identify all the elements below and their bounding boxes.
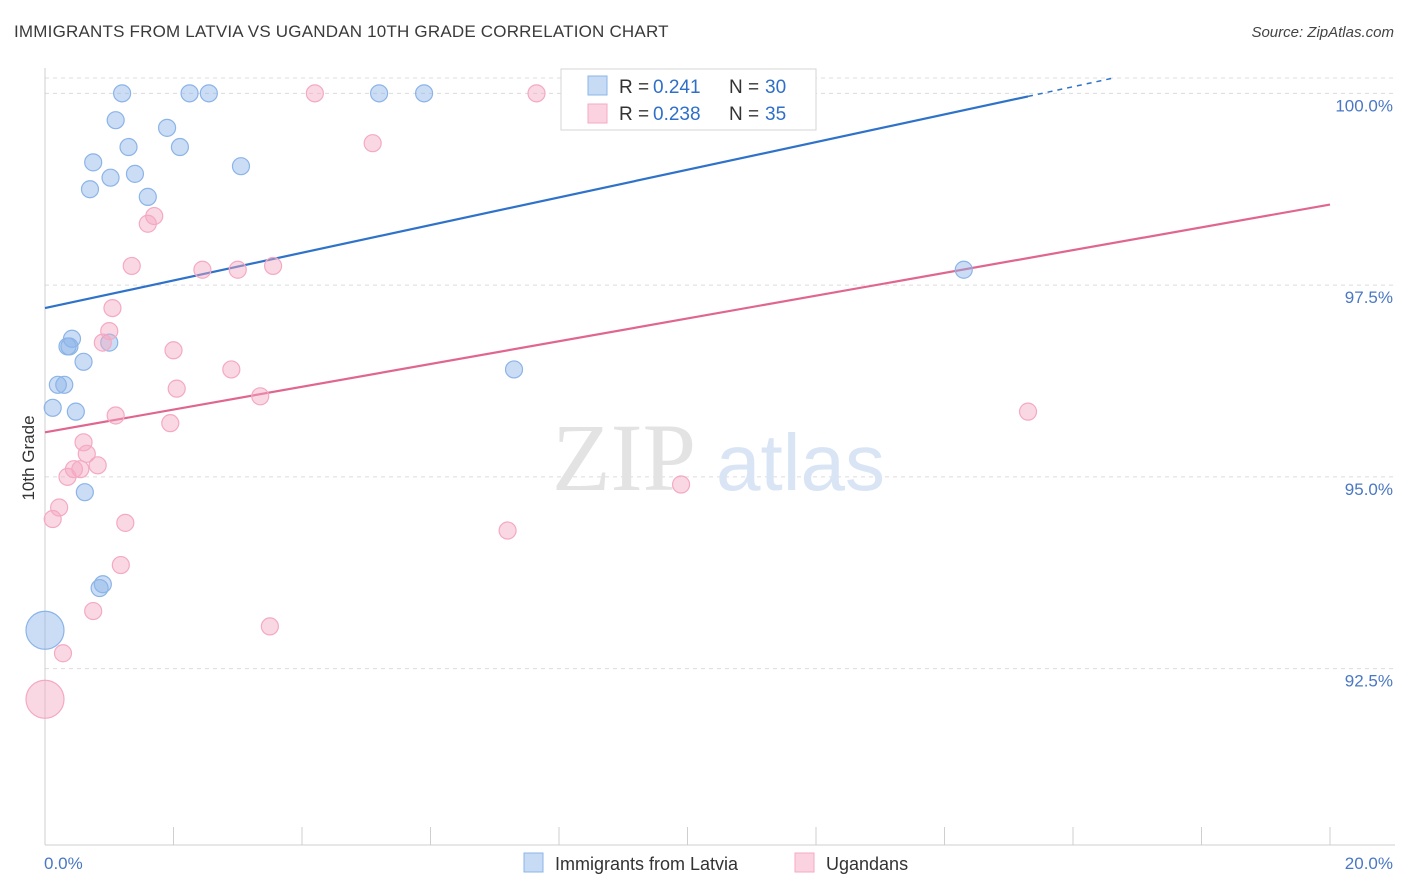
ugandans-point xyxy=(193,260,212,279)
latvia-point xyxy=(101,168,120,187)
ugandans-point xyxy=(164,341,183,360)
legend-n-value-ugandans: 35 xyxy=(765,104,786,125)
latvia-point xyxy=(112,84,132,103)
legend-swatch-ugandans xyxy=(587,103,608,124)
ugandans-point xyxy=(100,322,119,341)
ugandans-point xyxy=(111,555,130,575)
x-tick-label-min: 0.0% xyxy=(44,854,83,873)
ugandans-point xyxy=(1018,402,1038,421)
trend-line-0 xyxy=(44,95,1029,310)
y-tick-label: 97.5% xyxy=(1345,288,1393,307)
y-tick-label: 95.0% xyxy=(1345,480,1393,499)
series-legend-swatch-latvia xyxy=(523,852,544,873)
latvia-point xyxy=(199,84,218,103)
series-legend-label-latvia: Immigrants from Latvia xyxy=(555,854,739,874)
axes xyxy=(44,68,1395,846)
legend-r-label-latvia: R = xyxy=(619,77,649,98)
y-tick-label: 92.5% xyxy=(1345,672,1393,691)
ugandans-point xyxy=(88,456,107,475)
latvia-point xyxy=(48,375,67,394)
ugandans-point xyxy=(161,414,180,433)
y-tick-labels: 92.5% 95.0% 97.5% 100.0% xyxy=(1335,96,1393,690)
trend-lines xyxy=(44,77,1331,434)
x-tick-label-max: 20.0% xyxy=(1345,854,1393,873)
y-axis-label: 10th Grade xyxy=(19,415,38,500)
latvia-point xyxy=(954,260,973,279)
legend-r-label-ugandans: R = xyxy=(619,104,649,125)
watermark: ZIP atlas xyxy=(552,404,885,511)
ugandans-point xyxy=(64,460,84,479)
ugandans-point xyxy=(260,617,279,636)
ugandans-point xyxy=(251,387,270,406)
legend-swatch-latvia xyxy=(587,75,608,96)
chart-title: IMMIGRANTS FROM LATVIA VS UGANDAN 10TH G… xyxy=(14,22,669,41)
latvia-point xyxy=(231,157,251,176)
source-label: Source: ZipAtlas.com xyxy=(1251,24,1394,41)
latvia-point xyxy=(414,84,434,103)
latvia-point xyxy=(106,111,125,130)
ugandans-point xyxy=(145,206,164,226)
y-tick-label: 100.0% xyxy=(1335,96,1393,115)
latvia-point xyxy=(370,84,389,103)
latvia-point xyxy=(157,118,177,137)
trend-line-extension xyxy=(1027,77,1114,98)
ugandans-point xyxy=(122,256,141,276)
ugandans-point xyxy=(167,379,186,398)
ugandans-point xyxy=(498,521,517,540)
trend-line-1 xyxy=(44,203,1331,434)
latvia-point xyxy=(66,402,85,421)
latvia-point xyxy=(93,575,112,594)
latvia-point xyxy=(504,360,524,379)
ugandans-point xyxy=(93,333,112,352)
stats-legend: R = 0.241 N = 30 R = 0.238 N = 35 xyxy=(560,68,817,131)
ugandans-point xyxy=(74,433,93,452)
latvia-point xyxy=(138,187,157,206)
ugandans-point xyxy=(363,134,382,153)
latvia-point xyxy=(74,352,93,371)
latvia-point xyxy=(180,84,199,103)
series-legend-label-ugandans: Ugandans xyxy=(826,854,908,874)
ugandans-point xyxy=(305,84,324,103)
ugandans-point xyxy=(222,360,241,379)
ugandans-point xyxy=(527,84,546,103)
ugandans-point xyxy=(77,444,96,463)
legend-r-value-latvia: 0.241 xyxy=(653,77,701,98)
legend-n-value-latvia: 30 xyxy=(765,77,786,98)
ugandans-point xyxy=(228,260,247,279)
ugandans-point xyxy=(84,601,103,621)
ugandans-point xyxy=(671,475,691,494)
latvia-point xyxy=(170,137,190,157)
ugandans-point xyxy=(43,509,62,529)
legend-n-label-latvia: N = xyxy=(729,77,759,98)
ugandans-point xyxy=(106,406,125,425)
series-legend: Immigrants from Latvia Ugandans xyxy=(523,852,908,874)
latvia-point xyxy=(80,180,100,199)
ugandans-point xyxy=(103,299,122,318)
latvia-point xyxy=(119,137,138,157)
watermark-zip: ZIP xyxy=(552,404,696,511)
ugandans-point xyxy=(50,498,69,517)
data-points xyxy=(25,84,1038,719)
legend-n-label-ugandans: N = xyxy=(729,104,759,125)
latvia-point xyxy=(55,375,74,394)
ugandans-point xyxy=(263,256,283,276)
latvia-point xyxy=(25,610,65,650)
latvia-point xyxy=(84,153,103,172)
ugandans-point xyxy=(53,644,73,663)
latvia-point xyxy=(125,164,145,183)
legend-r-value-ugandans: 0.238 xyxy=(653,104,701,125)
latvia-point xyxy=(75,483,94,502)
ugandans-point xyxy=(25,679,65,719)
watermark-atlas: atlas xyxy=(716,418,885,507)
ugandans-point xyxy=(116,513,135,532)
series-legend-swatch-ugandans xyxy=(794,852,815,873)
latvia-point xyxy=(43,398,62,417)
ugandans-point xyxy=(71,460,90,479)
latvia-point xyxy=(60,337,79,356)
